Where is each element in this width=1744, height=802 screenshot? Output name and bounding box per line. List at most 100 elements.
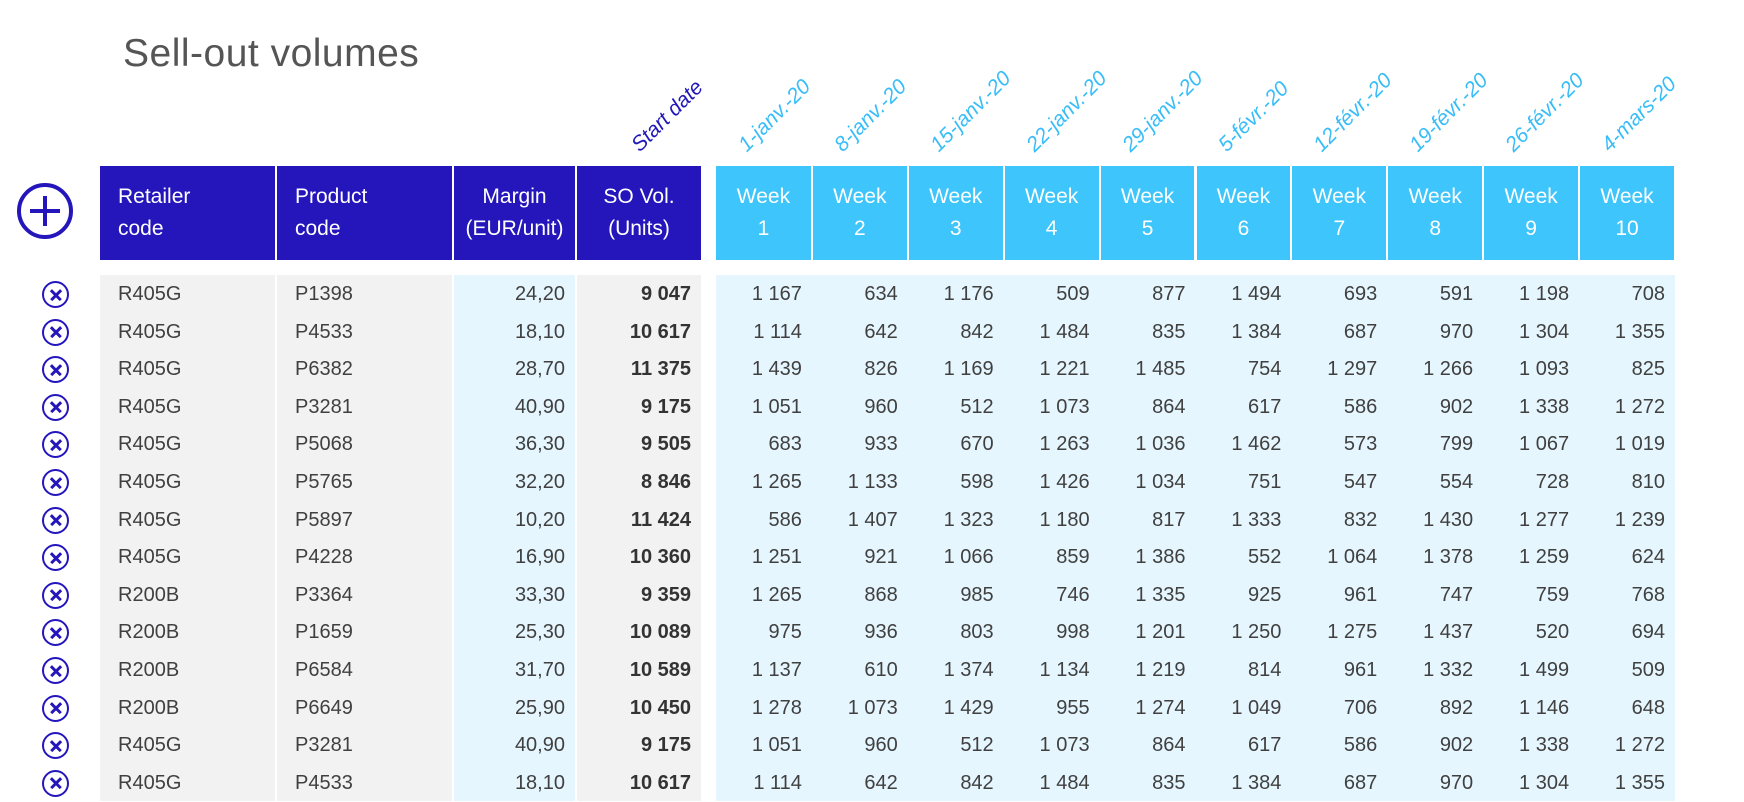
week-volume-cell[interactable]: 552 (1248, 546, 1282, 569)
week-volume-cell[interactable]: 1 430 (1423, 508, 1474, 531)
so-vol-cell[interactable]: 10 617 (629, 320, 691, 343)
so-vol-cell[interactable]: 10 450 (629, 696, 691, 719)
product-code-cell[interactable]: P3281 (295, 395, 353, 418)
week-volume-cell[interactable]: 754 (1248, 358, 1282, 381)
week-volume-cell[interactable]: 961 (1343, 583, 1378, 606)
week-volume-cell[interactable]: 835 (1152, 771, 1186, 794)
week-volume-cell[interactable]: 728 (1535, 471, 1570, 493)
week-volume-cell[interactable]: 706 (1343, 696, 1378, 719)
week-volume-cell[interactable]: 1 333 (1231, 508, 1282, 531)
so-vol-cell[interactable]: 10 089 (629, 621, 691, 644)
retailer-code-cell[interactable]: R405G (118, 508, 182, 531)
week-volume-cell[interactable]: 1 250 (1231, 621, 1282, 644)
week-volume-cell[interactable]: 1 335 (1135, 583, 1186, 606)
margin-cell[interactable]: 18,10 (514, 320, 565, 343)
week-volume-cell[interactable]: 1 137 (751, 659, 802, 681)
week-volume-cell[interactable]: 933 (864, 433, 898, 456)
week-volume-cell[interactable]: 1 378 (1423, 546, 1474, 569)
margin-cell[interactable]: 33,30 (514, 583, 565, 606)
week-volume-cell[interactable]: 1 462 (1231, 433, 1282, 456)
week-volume-cell[interactable]: 586 (1343, 395, 1378, 418)
so-vol-cell[interactable]: 10 589 (629, 659, 691, 681)
product-code-cell[interactable]: P1398 (295, 283, 353, 305)
week-volume-cell[interactable]: 1 304 (1519, 771, 1570, 794)
week-volume-cell[interactable]: 509 (1631, 659, 1665, 681)
week-volume-cell[interactable]: 803 (960, 621, 994, 644)
week-volume-cell[interactable]: 985 (960, 583, 994, 606)
week-volume-cell[interactable]: 902 (1439, 734, 1474, 757)
week-volume-cell[interactable]: 1 219 (1135, 659, 1186, 681)
delete-row-button[interactable] (42, 393, 69, 421)
week-volume-cell[interactable]: 1 386 (1135, 546, 1186, 569)
week-volume-cell[interactable]: 877 (1152, 283, 1186, 305)
week-volume-cell[interactable]: 1 374 (943, 659, 994, 681)
week-volume-cell[interactable]: 1 437 (1423, 621, 1474, 644)
retailer-code-cell[interactable]: R200B (118, 583, 180, 606)
week-volume-cell[interactable]: 617 (1248, 395, 1282, 418)
week-volume-cell[interactable]: 1 355 (1614, 771, 1665, 794)
week-volume-cell[interactable]: 1 272 (1614, 395, 1665, 418)
product-code-cell[interactable]: P4228 (295, 546, 353, 569)
margin-cell[interactable]: 10,20 (514, 508, 565, 531)
week-volume-cell[interactable]: 598 (960, 471, 994, 493)
week-volume-cell[interactable]: 1 067 (1519, 433, 1570, 456)
week-volume-cell[interactable]: 1 176 (943, 283, 994, 305)
week-volume-cell[interactable]: 768 (1631, 583, 1665, 606)
week-volume-cell[interactable]: 859 (1056, 546, 1090, 569)
week-volume-cell[interactable]: 842 (960, 771, 994, 794)
week-volume-cell[interactable]: 970 (1439, 320, 1474, 343)
week-volume-cell[interactable]: 925 (1248, 583, 1282, 606)
week-volume-cell[interactable]: 1 274 (1135, 696, 1186, 719)
week-volume-cell[interactable]: 892 (1439, 696, 1474, 719)
week-volume-cell[interactable]: 1 439 (751, 358, 802, 381)
week-volume-cell[interactable]: 1 265 (751, 583, 802, 606)
week-volume-cell[interactable]: 814 (1248, 659, 1282, 681)
week-volume-cell[interactable]: 586 (768, 508, 802, 531)
delete-row-button[interactable] (42, 281, 69, 308)
week-volume-cell[interactable]: 864 (1152, 734, 1186, 757)
week-volume-cell[interactable]: 1 073 (1039, 734, 1090, 757)
week-volume-cell[interactable]: 1 332 (1423, 659, 1474, 681)
week-volume-cell[interactable]: 554 (1439, 471, 1474, 493)
week-volume-cell[interactable]: 1 484 (1039, 320, 1090, 343)
week-volume-cell[interactable]: 921 (864, 546, 898, 569)
week-volume-cell[interactable]: 1 259 (1519, 546, 1570, 569)
week-volume-cell[interactable]: 1 266 (1423, 358, 1474, 381)
week-volume-cell[interactable]: 1 180 (1039, 508, 1090, 531)
week-volume-cell[interactable]: 694 (1631, 621, 1665, 644)
week-volume-cell[interactable]: 693 (1343, 283, 1378, 305)
retailer-code-cell[interactable]: R405G (118, 433, 182, 456)
margin-cell[interactable]: 16,90 (514, 546, 565, 569)
week-volume-cell[interactable]: 1 251 (751, 546, 802, 569)
week-volume-cell[interactable]: 1 051 (751, 395, 802, 418)
product-code-cell[interactable]: P4533 (295, 320, 353, 343)
so-vol-cell[interactable]: 9 047 (640, 283, 691, 305)
week-volume-cell[interactable]: 810 (1631, 471, 1665, 493)
so-vol-cell[interactable]: 8 846 (640, 471, 691, 493)
retailer-code-cell[interactable]: R405G (118, 395, 182, 418)
week-volume-cell[interactable]: 1 146 (1519, 696, 1570, 719)
week-volume-cell[interactable]: 1 265 (751, 471, 802, 493)
week-volume-cell[interactable]: 642 (864, 320, 898, 343)
delete-row-button[interactable] (42, 694, 69, 722)
week-volume-cell[interactable]: 1 066 (943, 546, 994, 569)
retailer-code-cell[interactable]: R200B (118, 621, 180, 644)
week-volume-cell[interactable]: 610 (864, 659, 898, 681)
week-volume-cell[interactable]: 509 (1056, 283, 1090, 305)
margin-cell[interactable]: 24,20 (514, 283, 565, 305)
week-volume-cell[interactable]: 1 167 (751, 283, 802, 305)
week-volume-cell[interactable]: 1 169 (943, 358, 994, 381)
week-volume-cell[interactable]: 868 (864, 583, 898, 606)
week-volume-cell[interactable]: 683 (768, 433, 802, 456)
week-volume-cell[interactable]: 759 (1535, 583, 1570, 606)
week-volume-cell[interactable]: 751 (1248, 471, 1282, 493)
add-row-button[interactable] (17, 183, 73, 239)
week-volume-cell[interactable]: 1 304 (1519, 320, 1570, 343)
product-code-cell[interactable]: P3281 (295, 734, 353, 757)
retailer-code-cell[interactable]: R405G (118, 283, 182, 305)
week-volume-cell[interactable]: 1 073 (847, 696, 898, 719)
retailer-code-cell[interactable]: R405G (118, 320, 182, 343)
week-volume-cell[interactable]: 961 (1343, 659, 1378, 681)
week-volume-cell[interactable]: 1 093 (1519, 358, 1570, 381)
week-volume-cell[interactable]: 1 034 (1135, 471, 1186, 493)
